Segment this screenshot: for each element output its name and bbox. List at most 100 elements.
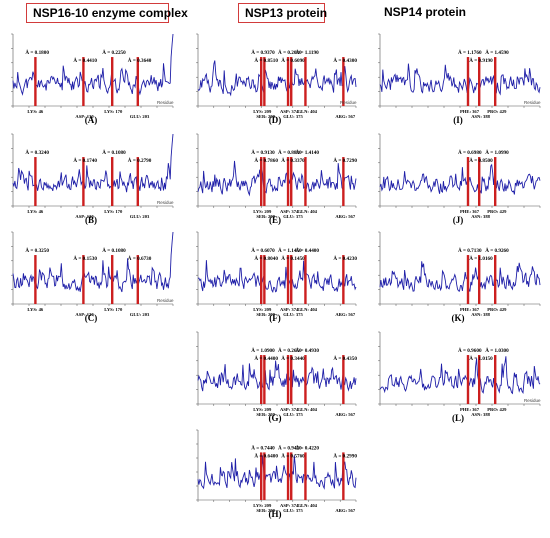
residue-marker <box>260 157 263 206</box>
residue-label: ASN: 388 <box>471 214 490 219</box>
rmsf-plot: Å = 0.1800 LYS: 46 Å = 0.4410 ASP: 130 Å = 0… <box>11 33 174 119</box>
residue-label: GLU: 203 <box>130 214 150 219</box>
rmsf-value-label: Å = 0.6090 <box>281 56 305 64</box>
rmsf-value-label: Å = 0.1450 <box>281 254 305 262</box>
rmsf-value-label: Å = 0.9420 <box>278 444 302 452</box>
axis <box>197 34 356 107</box>
rmsf-panel-l: Å = 0.9600 PHE: 367 Å = 1.0150 ASN: 388 Å = … <box>372 328 544 424</box>
residue-marker <box>286 57 290 106</box>
residue-marker <box>34 157 37 206</box>
rmsf-value-label: Å = 0.7130 <box>458 246 482 254</box>
residue-marker <box>286 255 290 304</box>
residue-marker <box>494 355 497 404</box>
axis <box>379 232 540 305</box>
rmsf-value-label: Å = 0.8510 <box>254 56 278 64</box>
rmsf-value-label: Å = 0.4930 <box>295 346 319 354</box>
rmsf-line <box>379 356 541 395</box>
axis <box>197 134 356 207</box>
residue-marker <box>136 255 139 304</box>
rmsf-value-label: Å = 1.0990 <box>485 148 509 156</box>
column-title-nsp16-10: NSP16-10 enzyme complex <box>26 3 188 23</box>
rmsf-value-label: Å = 0.4410 <box>73 56 97 64</box>
rmsf-plot: Å = 0.9370 LYS: 209 Å = 0.8510 SER: 209 Å = … <box>196 33 357 119</box>
axis <box>12 232 173 305</box>
rmsf-value-label: Å = 1.1760 <box>458 48 482 56</box>
residue-label: GLU: 375 <box>283 312 303 317</box>
residue-label: GLN: 404 <box>297 307 317 312</box>
residue-marker <box>34 57 37 106</box>
rmsf-panel-c: Å = 0.3250 LYS: 46 Å = 0.1530 ASP: 130 Å = 0… <box>5 228 177 324</box>
residue-marker <box>478 355 481 404</box>
rmsf-value-label: Å = 1.0900 <box>251 346 275 354</box>
rmsf-value-label: Å = 0.7290 <box>333 156 357 164</box>
residue-label: LYS: 209 <box>253 109 272 114</box>
rmsf-value-label: Å = 0.5760 <box>281 452 305 460</box>
rmsf-value-label: Å = 0.9370 <box>251 48 275 56</box>
residue-label: ARG: 567 <box>335 508 355 513</box>
rmsf-line <box>379 63 541 96</box>
rmsf-line <box>197 160 357 197</box>
rmsf-plot: Å = 0.3240 LYS: 46 Å = 0.1740 ASP: 130 Å = 0… <box>11 133 174 219</box>
residue-label: GLU: 203 <box>130 312 150 317</box>
rmsf-value-label: Å = 0.6070 <box>251 246 275 254</box>
residue-marker <box>286 157 290 206</box>
residue-label: LYS: 209 <box>253 307 272 312</box>
rmsf-panel-j: Å = 0.6980 PHE: 367 Å = 0.8500 ASN: 388 Å = … <box>372 130 544 226</box>
rmsf-panel-k: Å = 0.7130 PHE: 367 Å = 1.0160 ASN: 388 Å = … <box>372 228 544 324</box>
panel-letter: (H) <box>268 509 282 519</box>
residue-marker <box>263 157 266 206</box>
residue-marker <box>286 452 290 500</box>
residue-label: ARG: 567 <box>335 312 355 317</box>
rmsf-line <box>197 360 357 392</box>
rmsf-value-label: Å = 0.1800 <box>25 48 49 56</box>
rmsf-value-label: Å = 0.3250 <box>25 246 49 254</box>
residue-label: ASP: 130 <box>75 214 94 219</box>
residue-label: ARG: 567 <box>335 114 355 119</box>
residue-marker <box>260 355 263 404</box>
rmsf-plot: Å = 1.1760 PHE: 367 Å = 0.9190 ASN: 388 Å = … <box>378 33 541 119</box>
panel-letter: (F) <box>269 313 281 323</box>
residue-marker <box>466 157 470 206</box>
residue-marker <box>290 355 293 404</box>
residue-label: ASN: 388 <box>471 412 490 417</box>
axis <box>379 34 540 107</box>
residue-label: LYS: 170 <box>104 307 123 312</box>
residue-label: ARG: 567 <box>335 214 355 219</box>
residue-label: GLU: 375 <box>283 412 303 417</box>
panel-letter: (B) <box>85 215 97 225</box>
rmsf-panel-f: Å = 0.6070 LYS: 209 Å = 0.8040 SER: 209 Å = … <box>190 228 360 324</box>
rmsf-value-label: Å = 0.4350 <box>333 354 357 362</box>
residue-marker <box>290 157 293 206</box>
residue-label: ASP: 130 <box>75 114 94 119</box>
residue-label: SER: 209 <box>256 312 275 317</box>
x-axis-label: Residue <box>524 398 541 403</box>
residue-marker <box>304 255 307 304</box>
residue-marker <box>466 255 470 304</box>
residue-label: ARG: 567 <box>335 412 355 417</box>
residue-label: SER: 209 <box>256 214 275 219</box>
axis <box>12 34 173 107</box>
residue-marker <box>342 452 345 500</box>
rmsf-value-label: Å = 1.0300 <box>485 346 509 354</box>
residue-label: LYS: 46 <box>27 307 43 312</box>
panel-letter: (L) <box>452 413 464 423</box>
rmsf-value-label: Å = 0.1530 <box>73 254 97 262</box>
residue-label: LYS: 209 <box>253 407 272 412</box>
rmsf-line <box>12 133 174 193</box>
residue-label: GLN: 404 <box>297 209 317 214</box>
rmsf-value-label: Å = 0.6730 <box>128 254 152 262</box>
rmsf-panel-h: Å = 0.7440 LYS: 209 Å = 0.6400 SER: 209 Å = … <box>190 426 360 520</box>
rmsf-line <box>379 163 541 195</box>
rmsf-value-label: Å = 0.4400 <box>254 354 278 362</box>
rmsf-line <box>197 60 357 97</box>
rmsf-value-label: Å = 0.9260 <box>485 246 509 254</box>
rmsf-value-label: Å = 1.4140 <box>295 148 319 156</box>
rmsf-value-label: Å = 0.4230 <box>333 254 357 262</box>
residue-marker <box>263 255 266 304</box>
rmsf-plot: Å = 1.0900 LYS: 209 Å = 0.4400 SER: 209 Å = … <box>196 331 357 417</box>
residue-marker <box>494 57 497 106</box>
rmsf-value-label: Å = 0.2790 <box>128 156 152 164</box>
residue-label: PRO: 429 <box>487 407 507 412</box>
residue-label: ASP: 374 <box>280 109 299 114</box>
residue-label: PHE: 367 <box>460 307 480 312</box>
